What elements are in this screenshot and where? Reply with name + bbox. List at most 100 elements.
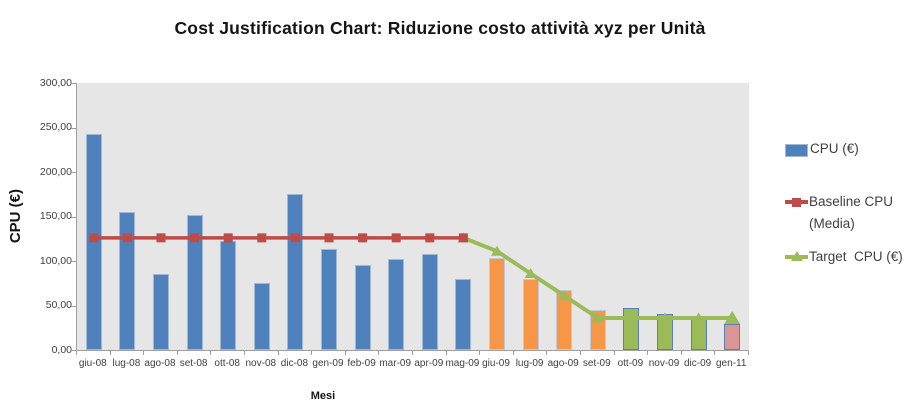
square-marker: [290, 233, 300, 243]
square-marker: [122, 233, 132, 243]
bar-nov-08: [253, 283, 270, 350]
x-tick-mark: [244, 351, 245, 355]
bar-gen-11: [724, 324, 741, 350]
x-tick-label: mag-09: [445, 358, 480, 369]
triangle-marker: [659, 312, 671, 323]
x-tick-label: ott-08: [214, 358, 240, 369]
square-marker: [358, 233, 368, 243]
x-tick-label: gen-11: [715, 358, 747, 369]
legend-label: Baseline CPU (Media): [809, 194, 897, 231]
x-tick-mark: [378, 351, 380, 355]
bar-mag-09: [455, 278, 472, 350]
y-tick-mark: [71, 172, 76, 173]
y-tick-mark: [71, 261, 76, 262]
triangle-marker: [524, 267, 537, 278]
x-tick-label: feb-09: [347, 358, 376, 369]
square-marker: [324, 233, 334, 243]
y-tick-label: 200,00: [39, 165, 72, 178]
y-tick-label: 100,00: [39, 254, 72, 267]
square-marker: [458, 233, 468, 243]
x-tick-label: giu-08: [78, 358, 107, 369]
x-tick-mark: [109, 351, 111, 355]
x-tick-label: apr-09: [414, 358, 444, 369]
x-tick-mark: [546, 351, 548, 355]
line-triangle: [462, 236, 733, 320]
y-tick-label: 50,00: [45, 299, 72, 311]
bar-set-08: [186, 214, 203, 350]
square-marker: [223, 233, 233, 243]
triangle-marker: [724, 310, 741, 324]
line-square-swatch-icon: [785, 191, 808, 213]
x-tick-mark: [344, 351, 346, 355]
x-tick-mark: [580, 351, 581, 355]
x-tick-mark: [176, 351, 178, 355]
x-tick-label: ago-09: [547, 358, 579, 369]
series-lines: [89, 232, 741, 324]
square-marker: [425, 233, 435, 243]
bar-dic-08: [287, 194, 304, 350]
y-tick-mark: [71, 83, 76, 84]
x-tick-mark: [445, 351, 447, 355]
x-tick-label: ago-08: [144, 358, 176, 369]
x-tick-label: lug-08: [112, 358, 141, 369]
x-tick-label: gen-09: [312, 358, 344, 369]
y-tick-label: 0,00: [51, 343, 72, 356]
y-tick-mark: [71, 350, 76, 351]
bar-swatch-icon: [785, 144, 808, 157]
y-tick-mark: [71, 127, 76, 129]
x-tick-label: giu-09: [482, 358, 510, 369]
x-tick-mark: [647, 351, 649, 355]
x-tick-mark: [680, 351, 682, 355]
bar-apr-09: [421, 253, 438, 350]
plot-area: [76, 83, 749, 351]
square-marker: [190, 233, 200, 243]
x-tick-mark: [76, 351, 77, 355]
triangle-marker: [591, 312, 604, 323]
x-axis-title: Mesi: [310, 390, 336, 402]
x-tick-label: set-09: [582, 358, 611, 369]
y-tick-mark: [71, 216, 76, 218]
legend-label: CPU (€): [810, 141, 859, 156]
triangle-marker: [558, 290, 571, 301]
chart-title: Cost Justification Chart: Riduzione cost…: [174, 18, 706, 38]
square-marker: [89, 233, 99, 243]
x-tick-mark: [714, 351, 716, 355]
bar-feb-09: [354, 265, 371, 350]
bar-giu-09: [489, 258, 505, 350]
x-tick-mark: [479, 351, 481, 355]
x-tick-mark: [613, 351, 615, 355]
triangle-marker: [491, 245, 503, 256]
x-tick-label: set-08: [179, 358, 208, 369]
bar-mar-09: [388, 259, 405, 350]
triangle-marker: [625, 312, 638, 323]
legend-label: Target CPU (€): [809, 249, 903, 264]
x-tick-label: nov-08: [245, 358, 277, 369]
x-tick-mark: [143, 351, 145, 355]
x-tick-label: lug-09: [515, 358, 544, 369]
y-tick-label: 150,00: [39, 210, 72, 222]
y-tick-label: 300,00: [39, 76, 72, 89]
bar-ago-08: [153, 274, 169, 350]
bar-lug-09: [522, 278, 539, 350]
y-tick-label: 250,00: [39, 121, 72, 133]
x-tick-mark: [412, 351, 413, 355]
square-marker: [156, 233, 166, 243]
legend-item-cpu: CPU (€): [785, 138, 915, 160]
bars-layer: [77, 83, 749, 350]
x-tick-label: ott-09: [617, 358, 644, 369]
x-tick-label: mar-09: [379, 358, 412, 369]
x-tick-mark: [512, 351, 514, 355]
square-marker: [391, 233, 401, 243]
x-tick-label: nov-09: [648, 358, 680, 369]
bar-gen-09: [321, 248, 337, 350]
triangle-marker: [692, 312, 705, 323]
y-tick-mark: [71, 305, 76, 307]
x-tick-mark: [311, 351, 313, 355]
x-tick-label: dic-09: [683, 358, 712, 369]
legend-item-target: Target CPU (€): [785, 246, 915, 268]
square-marker: [257, 233, 267, 243]
x-tick-label: dic-08: [280, 358, 309, 369]
x-tick-mark: [277, 351, 279, 355]
bar-lug-08: [119, 212, 136, 350]
